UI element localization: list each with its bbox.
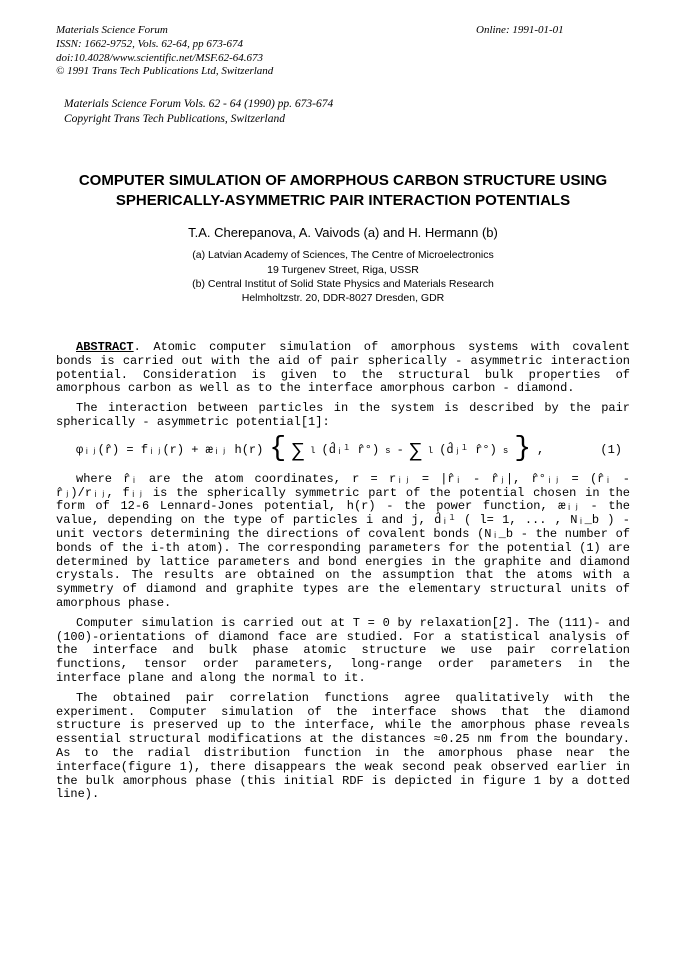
paper-title: COMPUTER SIMULATION OF AMORPHOUS CARBON … <box>56 171 630 212</box>
authors: T.A. Cherepanova, A. Vaivods (a) and H. … <box>56 225 630 240</box>
journal-header: Materials Science Forum Vols. 62 - 64 (1… <box>64 97 630 127</box>
eq-number: (1) <box>600 444 630 458</box>
affil-a-1: (a) Latvian Academy of Sciences, The Cen… <box>56 248 630 262</box>
eq-minus: - <box>397 444 404 458</box>
p4: Computer simulation is carried out at T … <box>56 617 630 686</box>
brace-open-icon: { <box>269 441 286 458</box>
affil-b-1: (b) Central Institut of Solid State Phys… <box>56 277 630 291</box>
body-text: ABSTRACT. Atomic computer simulation of … <box>56 341 630 802</box>
brace-close-icon: } <box>514 441 531 458</box>
journal-header-line2: Copyright Trans Tech Publications, Switz… <box>64 112 630 127</box>
affiliations: (a) Latvian Academy of Sciences, The Cen… <box>56 248 630 305</box>
abstract-label: ABSTRACT <box>76 340 134 354</box>
eq-sum2: (d̂ⱼˡ r̂°) <box>439 444 497 458</box>
journal-header-line1: Materials Science Forum Vols. 62 - 64 (1… <box>64 97 630 112</box>
p1: . Atomic computer simulation of amorphou… <box>56 340 630 395</box>
p2: The interaction between particles in the… <box>56 402 630 430</box>
affil-b-2: Helmholtzstr. 20, DDR-8027 Dresden, GDR <box>56 291 630 305</box>
issn-line: ISSN: 1662-9752, Vols. 62-64, pp 673-674 <box>56 38 630 52</box>
sigma-icon: ∑ <box>292 440 304 463</box>
online-date: Online: 1991-01-01 <box>476 24 564 36</box>
sigma-icon: ∑ <box>410 440 422 463</box>
eq-sum1: (d̂ᵢˡ r̂°) <box>322 444 380 458</box>
affil-a-2: 19 Turgenev Street, Riga, USSR <box>56 263 630 277</box>
equation-1: φᵢⱼ(r̂) = fᵢⱼ(r) + æᵢⱼ h(r) { ∑l (d̂ᵢˡ r… <box>76 440 630 463</box>
copyright-line: © 1991 Trans Tech Publications Ltd, Swit… <box>56 65 630 79</box>
doi-line: doi:10.4028/www.scientific.net/MSF.62-64… <box>56 52 630 66</box>
eq-lhs: φᵢⱼ(r̂) = fᵢⱼ(r) + æᵢⱼ h(r) <box>76 444 263 458</box>
abstract-paragraph: ABSTRACT. Atomic computer simulation of … <box>56 341 630 396</box>
p3: where r̂ᵢ are the atom coordinates, r = … <box>56 473 630 611</box>
p5: The obtained pair correlation functions … <box>56 692 630 802</box>
